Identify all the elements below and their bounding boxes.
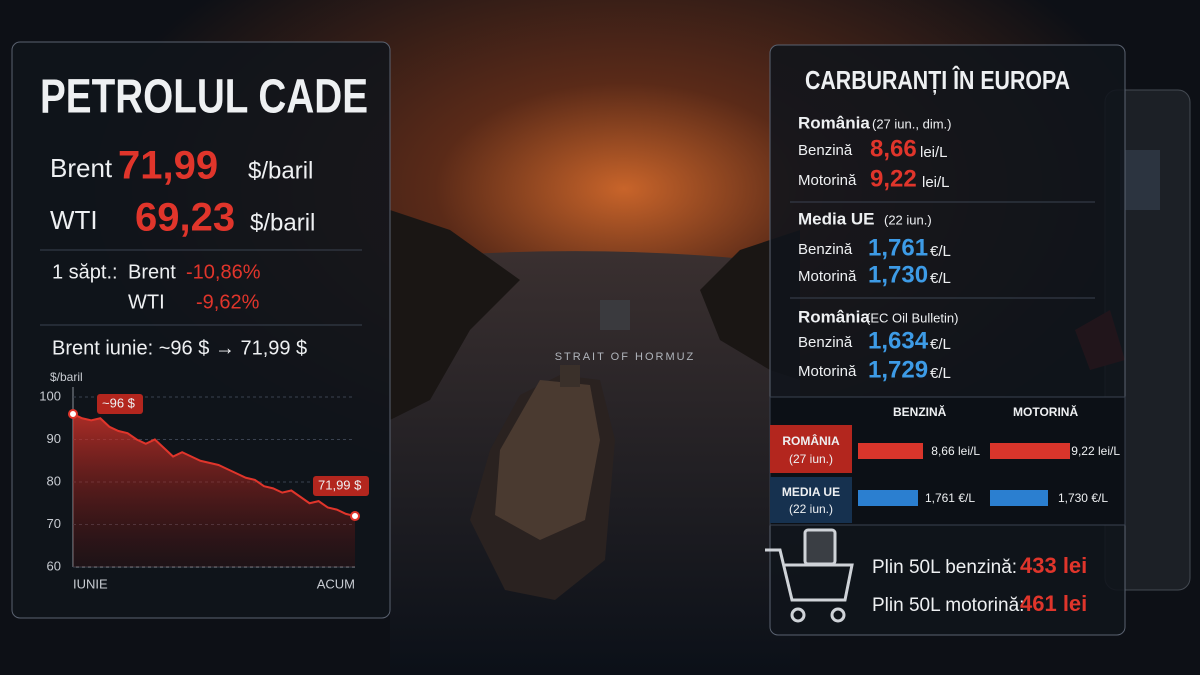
section-note: (22 iun.)	[884, 212, 932, 227]
map-label: STRAIT OF HORMUZ	[555, 351, 696, 363]
price-value: 69,23	[135, 196, 235, 240]
tanker	[470, 365, 615, 600]
table-header: BENZINĂ	[893, 404, 947, 419]
cart-icon	[765, 528, 854, 623]
cell: 1,761 €/L	[925, 491, 975, 505]
total-label: Plin 50L motorină:	[872, 595, 1024, 616]
bar	[858, 490, 918, 506]
section-name: România	[798, 113, 870, 132]
fuel: Benzină	[798, 334, 853, 351]
section-note: (EC Oil Bulletin)	[866, 310, 958, 325]
y-tick-label: 70	[47, 516, 61, 531]
fuel: Motorină	[798, 363, 857, 380]
fuel-unit: lei/L	[920, 144, 948, 161]
week-label: 1 săpt.:	[52, 261, 118, 283]
section-name: Media UE	[798, 209, 875, 228]
cell: 9,22 lei/L	[1071, 444, 1120, 458]
line	[72, 413, 356, 518]
value-label: ~96 $	[102, 395, 136, 410]
fuel: Benzină	[798, 241, 853, 258]
row-name: MEDIA UE	[782, 485, 840, 499]
fuel-price: 8,66	[870, 135, 917, 162]
x-tick-label: ACUM	[317, 576, 355, 591]
x-tick-label: IUNIE	[73, 576, 108, 591]
fuel: Motorină	[798, 268, 857, 285]
point	[68, 409, 78, 419]
y-tick-label: 80	[47, 473, 61, 488]
week-name: WTI	[128, 291, 165, 313]
fuel-unit: €/L	[930, 336, 951, 353]
bar	[858, 443, 923, 459]
row-note: (22 iun.)	[789, 502, 833, 516]
area	[73, 414, 355, 567]
ship	[600, 300, 630, 330]
row-note: (27 iun.)	[789, 452, 833, 466]
cell: 8,66 lei/L	[931, 444, 980, 458]
y-tick-label: 60	[47, 558, 61, 573]
bar	[990, 490, 1048, 506]
fuel-unit: €/L	[930, 243, 951, 260]
table-header: MOTORINĂ	[1013, 404, 1078, 419]
fuel: Motorină	[798, 172, 857, 189]
fuel-price: 1,761	[868, 234, 928, 261]
section-name: România	[798, 307, 870, 326]
fuel-unit: €/L	[930, 270, 951, 287]
price-name: WTI	[50, 205, 98, 235]
value-label-box	[97, 394, 143, 414]
price-unit: $/baril	[250, 209, 315, 236]
y-tick-label: 90	[47, 431, 61, 446]
section-note: (27 iun., dim.)	[872, 116, 951, 131]
week-name: Brent	[128, 261, 176, 283]
cell: 1,730 €/L	[1058, 491, 1108, 505]
fuel: Benzină	[798, 142, 853, 159]
panel-title: PETROLUL CADE	[40, 71, 368, 124]
coast-left	[390, 210, 520, 420]
summary: Brent iunie: ~96 $ → 71,99 $	[52, 337, 307, 359]
row-header	[770, 477, 852, 523]
fuel-price: 9,22	[870, 165, 917, 192]
fuel-unit: lei/L	[922, 174, 950, 191]
row-header	[770, 425, 852, 473]
fuel-price: 1,730	[868, 261, 928, 288]
fuel-unit: €/L	[930, 365, 951, 382]
panel-title: CARBURANȚI ÎN EUROPA	[805, 65, 1070, 95]
fuel-price: 1,729	[868, 356, 928, 383]
point	[350, 511, 360, 522]
week-change: -9,62%	[196, 291, 260, 313]
bar	[990, 443, 1070, 459]
price-value: 71,99	[118, 144, 218, 188]
total-value: 433 lei	[1020, 553, 1087, 578]
price-unit: $/baril	[248, 157, 313, 184]
price-name: Brent	[50, 153, 113, 183]
y-axis-label: $/baril	[50, 370, 83, 384]
value-label-box	[313, 476, 369, 497]
total-label: Plin 50L benzină:	[872, 557, 1017, 578]
y-tick-label: 100	[39, 388, 61, 403]
value-label: 71,99 $	[318, 477, 362, 492]
week-change: -10,86%	[186, 261, 261, 283]
price-chart: 60 70 80 90 100 IUNIE ACUM ~96 $ 71,99 $	[39, 387, 369, 591]
total-value: 461 lei	[1020, 591, 1087, 616]
row-name: ROMÂNIA	[782, 433, 840, 448]
fuel-price: 1,634	[868, 327, 929, 354]
